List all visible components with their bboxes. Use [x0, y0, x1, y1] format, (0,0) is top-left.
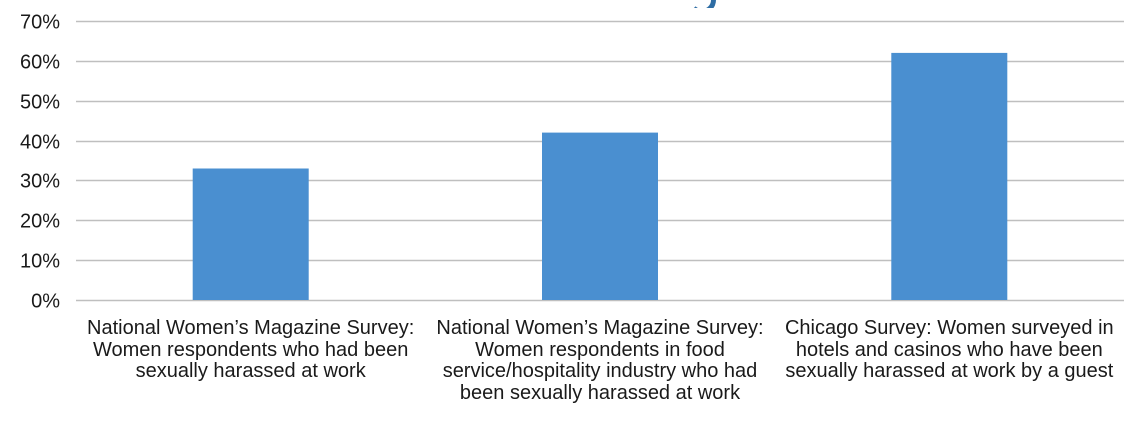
y-tick-label: 30% [20, 171, 60, 193]
bars [192, 52, 1008, 301]
y-tick-label: 20% [20, 211, 60, 233]
chart-title-fragment [0, 0, 1138, 8]
y-tick-label: 10% [20, 251, 60, 273]
y-tick-label: 60% [20, 52, 60, 74]
title-letter-fragment [688, 0, 716, 8]
y-tick-label: 50% [20, 92, 60, 114]
y-tick-label: 0% [31, 291, 60, 313]
category-label-food-service-survey: National Women’s Magazine Survey: Women … [436, 317, 764, 404]
y-tick-label: 70% [20, 12, 60, 34]
y-tick-label: 40% [20, 132, 60, 154]
category-label-national-survey: National Women’s Magazine Survey: Women … [87, 317, 415, 382]
bar [542, 132, 658, 300]
bar [192, 168, 309, 300]
category-label-chicago-survey: Chicago Survey: Women surveyed in hotels… [784, 317, 1114, 382]
bar [891, 52, 1008, 301]
y-axis-tick-labels: 0% 10% 20% 30% 40% 50% 60% 70% [20, 12, 60, 313]
